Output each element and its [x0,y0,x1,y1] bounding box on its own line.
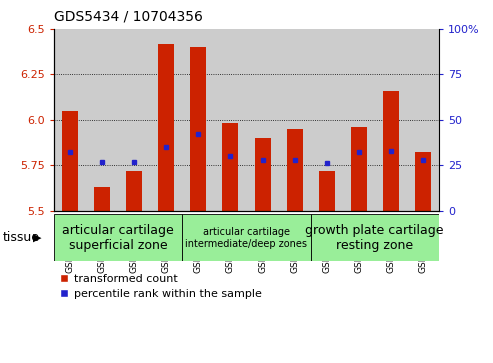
Bar [415,152,431,211]
Bar [254,138,271,211]
Bar [375,29,407,211]
Bar [311,29,343,211]
Text: articular cartilage
superficial zone: articular cartilage superficial zone [63,224,174,252]
Bar [158,44,175,211]
Bar [246,29,279,211]
Bar [318,171,335,211]
Bar [343,29,375,211]
Bar [383,91,399,211]
Bar [94,187,110,211]
Bar [150,29,182,211]
Legend: transformed count, percentile rank within the sample: transformed count, percentile rank withi… [60,274,262,299]
Bar [214,29,246,211]
Bar [190,47,207,211]
Bar [54,214,182,261]
Text: GDS5434 / 10704356: GDS5434 / 10704356 [54,9,203,24]
Text: articular cartilage
intermediate/deep zones: articular cartilage intermediate/deep zo… [185,227,308,249]
Text: tissue: tissue [2,231,39,244]
Bar [222,123,239,211]
Bar [54,29,86,211]
Bar [118,29,150,211]
Bar [126,171,142,211]
Text: ▶: ▶ [34,233,42,243]
Text: growth plate cartilage
resting zone: growth plate cartilage resting zone [306,224,444,252]
Bar [311,214,439,261]
Bar [407,29,439,211]
Bar [351,127,367,211]
Bar [62,111,78,211]
Bar [86,29,118,211]
Bar [182,214,311,261]
Bar [182,29,214,211]
Bar [279,29,311,211]
Bar [286,129,303,211]
